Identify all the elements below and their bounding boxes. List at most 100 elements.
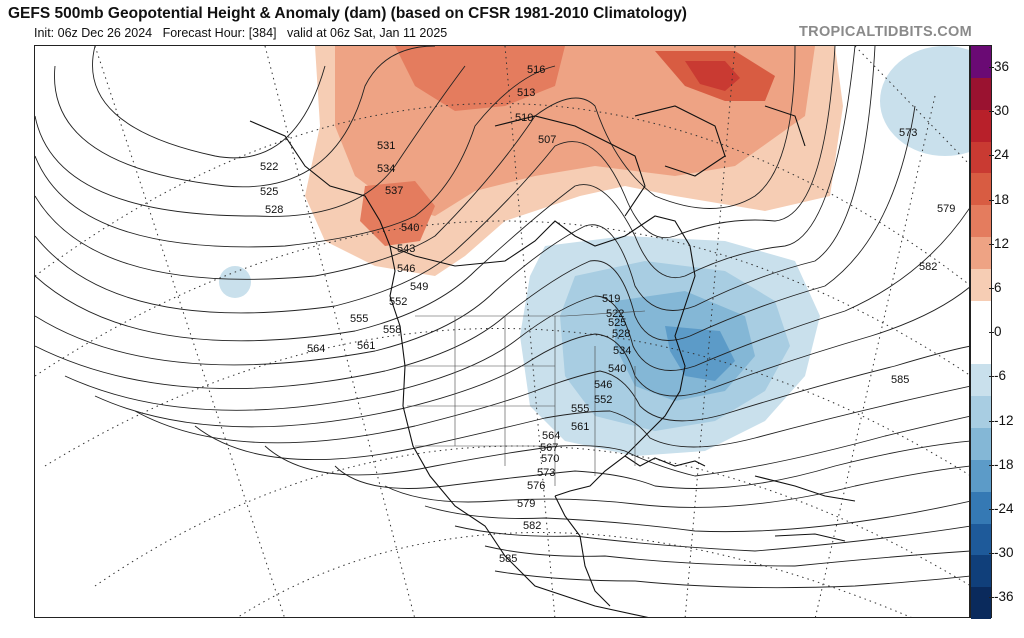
colorbar-segment [971,364,991,397]
weather-map: 516 513 510 507 531 534 537 522 525 528 540 543 546 5… [34,45,970,618]
colorbar-segment [971,491,991,524]
contour-label: 534 [613,345,631,357]
colorbar-tick-mark [989,553,994,555]
contour-label: 570 [541,453,559,465]
colorbar-tick-mark [989,111,994,113]
contour-label: 531 [377,140,395,152]
contour-label: 555 [350,313,368,325]
colorbar-tick-label: -18 [994,456,1014,472]
contour-label: 525 [608,317,626,329]
colorbar-segment [971,268,991,302]
contour-label: 543 [397,243,415,255]
contour-label: 513 [517,87,535,99]
contour-label: 567 [540,442,558,454]
colorbar-segment [971,205,991,238]
forecast-hour: Forecast Hour: [384] [162,26,277,40]
colorbar-tick-label: 0 [994,324,1002,340]
colorbar-segment [971,77,991,111]
contour-label: 549 [410,281,428,293]
contour-label: 546 [397,263,415,275]
contour-label: 552 [389,296,407,308]
colorbar-tick-label: 12 [994,235,1010,251]
colorbar-tick-mark [989,597,994,599]
contour-label: 510 [515,112,533,124]
colorbar-tick-mark [989,155,994,157]
colorbar-segment [971,396,991,429]
colorbar-segment [971,459,991,493]
colorbar-tick-label: 30 [994,103,1010,119]
colorbar-segment [971,141,991,174]
contour-label: 507 [538,134,556,146]
colorbar-tick-label: 6 [994,280,1002,295]
colorbar-tick-mark [989,420,994,422]
contour-label: 576 [527,480,545,492]
colorbar-segment [971,555,991,588]
contour-label: 558 [383,324,401,336]
colorbar-segment [971,523,991,556]
contour-label: 519 [602,293,620,305]
colorbar-segment [971,300,991,333]
contour-label: 540 [608,363,626,375]
contour-label: 528 [265,204,283,216]
contour-label: 585 [891,374,909,386]
contour-label: 540 [401,222,419,234]
colorbar-tick-label: -36 [994,589,1014,605]
colorbar-tick-mark [989,376,994,378]
site-credit[interactable]: TROPICALTIDBITS.COM [799,24,972,40]
contour-label: 585 [499,553,517,565]
colorbar-segment [971,587,991,620]
contour-label: 582 [919,261,937,273]
contour-label: 534 [377,163,395,175]
valid-time: valid at 06z Sat, Jan 11 2025 [286,26,448,40]
contour-label: 579 [517,498,535,510]
colorbar-tick-label: 36 [994,59,1010,74]
colorbar-segment [971,237,991,270]
colorbar-tick-label: 18 [994,191,1010,207]
colorbar-tick-mark [989,509,994,510]
run-info: Init: 06z Dec 26 2024 Forecast Hour: [38… [34,26,447,40]
colorbar-tick-mark [989,67,994,68]
positive-anomaly-shading [305,46,843,276]
colorbar-segment [971,109,991,142]
contour-label: 573 [537,467,555,479]
contour-label: 546 [594,379,612,391]
colorbar-tick-label: -24 [994,501,1014,516]
contour-label: 552 [594,394,612,406]
colorbar-tick-label: 24 [994,147,1010,163]
colorbar-segment [971,428,991,461]
coastlines [249,105,856,617]
colorbar-tick-mark [989,464,994,466]
contour-label: 516 [527,64,545,76]
colorbar-segment [971,332,991,365]
map-canvas: 5165135105075315345375225255285405435465… [35,46,969,617]
colorbar-segment [971,173,991,206]
contour-label: 525 [260,186,278,198]
contour-labels: 5165135105075315345375225255285405435465… [260,64,955,565]
colorbar-tick-label: -12 [994,412,1014,428]
contour-label: 564 [307,343,325,355]
init-time: Init: 06z Dec 26 2024 [34,26,153,40]
contour-label: 561 [571,421,589,433]
contour-label: 555 [571,403,589,415]
contour-label: 537 [385,185,403,197]
state-borders [405,310,646,486]
contour-label: 573 [899,127,917,139]
contour-label: 561 [357,340,375,352]
anomaly-colorbar [970,45,992,620]
colorbar-tick-mark [989,199,994,201]
contour-label: 582 [523,520,541,532]
colorbar-tick-mark [989,332,994,334]
colorbar-tick-mark [989,288,994,289]
colorbar-tick-label: -30 [994,545,1014,561]
contour-label: 522 [606,308,624,320]
contour-label: 522 [260,161,278,173]
colorbar-segment [971,46,991,79]
contour-label: 579 [937,203,955,215]
graticule [35,46,969,617]
height-contours [35,46,969,589]
colorbar-tick-mark [989,243,994,245]
colorbar-tick-label: -6 [994,368,1007,384]
contour-label: 528 [612,328,630,340]
map-title: GEFS 500mb Geopotential Height & Anomaly… [8,5,687,22]
contour-label: 564 [542,430,560,442]
